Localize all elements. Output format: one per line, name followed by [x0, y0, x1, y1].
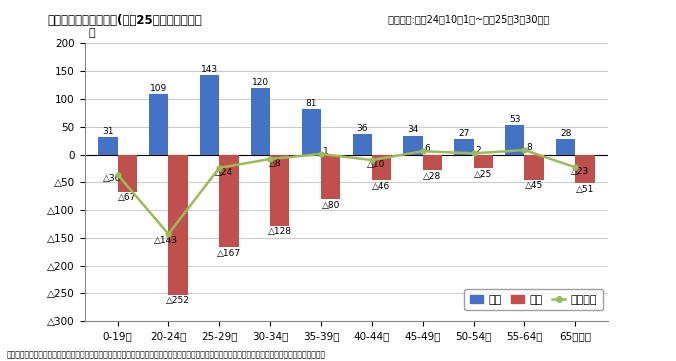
Text: 28: 28: [560, 129, 571, 138]
Text: △23: △23: [571, 168, 589, 177]
Text: 53: 53: [509, 115, 521, 124]
Text: △252: △252: [166, 296, 190, 305]
Text: 36: 36: [356, 125, 368, 133]
Text: 27: 27: [458, 129, 470, 138]
Text: △24: △24: [215, 168, 233, 177]
Text: 8: 8: [526, 143, 532, 152]
Text: △36: △36: [103, 174, 122, 183]
Bar: [353, 135, 372, 155]
Text: 1: 1: [322, 147, 329, 156]
Bar: [301, 109, 321, 155]
Text: 6: 6: [425, 144, 430, 153]
Bar: [454, 139, 474, 155]
Bar: [321, 155, 340, 199]
Bar: [404, 136, 422, 155]
Text: 注）転入には、県外から転入した者で市が職権により「記載」した人の数が、転出には、県外へ転出した者で住民票から「削除」した人の数は含まない。: 注）転入には、県外から転入した者で市が職権により「記載」した人の数が、転出には、…: [7, 350, 326, 359]
Bar: [372, 155, 391, 180]
Legend: 転入, 転出, 社会増減: 転入, 転出, 社会増減: [464, 289, 603, 310]
Text: 81: 81: [306, 99, 317, 108]
Text: 2: 2: [475, 146, 481, 155]
Text: 31: 31: [102, 127, 114, 136]
Text: △10: △10: [367, 160, 385, 169]
Bar: [556, 139, 575, 155]
Text: △8: △8: [269, 159, 281, 168]
Text: △45: △45: [525, 181, 544, 190]
Text: △128: △128: [268, 227, 292, 236]
Text: 120: 120: [252, 78, 269, 87]
Bar: [118, 155, 137, 192]
Text: △25: △25: [474, 170, 492, 179]
Bar: [168, 155, 188, 295]
Bar: [525, 155, 544, 179]
Text: △143: △143: [153, 235, 178, 244]
Bar: [149, 94, 168, 155]
Text: 年代別原因者社会動態(平成25年人口移動調査: 年代別原因者社会動態(平成25年人口移動調査: [47, 14, 202, 27]
Bar: [575, 155, 595, 183]
Bar: [474, 155, 493, 168]
Bar: [422, 155, 442, 170]
Text: △80: △80: [322, 201, 340, 210]
Text: 調査年月:平成24年10月1日~平成25年3月30日）: 調査年月:平成24年10月1日~平成25年3月30日）: [385, 14, 550, 25]
Text: 人: 人: [89, 28, 95, 38]
Text: △51: △51: [576, 184, 594, 193]
Text: △28: △28: [423, 172, 441, 181]
Text: △46: △46: [372, 182, 391, 191]
Bar: [98, 137, 118, 155]
Bar: [270, 155, 289, 226]
Bar: [251, 88, 270, 155]
Text: 109: 109: [150, 84, 168, 93]
Bar: [219, 155, 239, 247]
Bar: [200, 75, 219, 155]
Text: 34: 34: [408, 126, 418, 135]
Bar: [505, 125, 525, 155]
Text: △67: △67: [118, 193, 137, 203]
Text: 143: 143: [201, 65, 218, 74]
Text: △167: △167: [217, 249, 241, 258]
